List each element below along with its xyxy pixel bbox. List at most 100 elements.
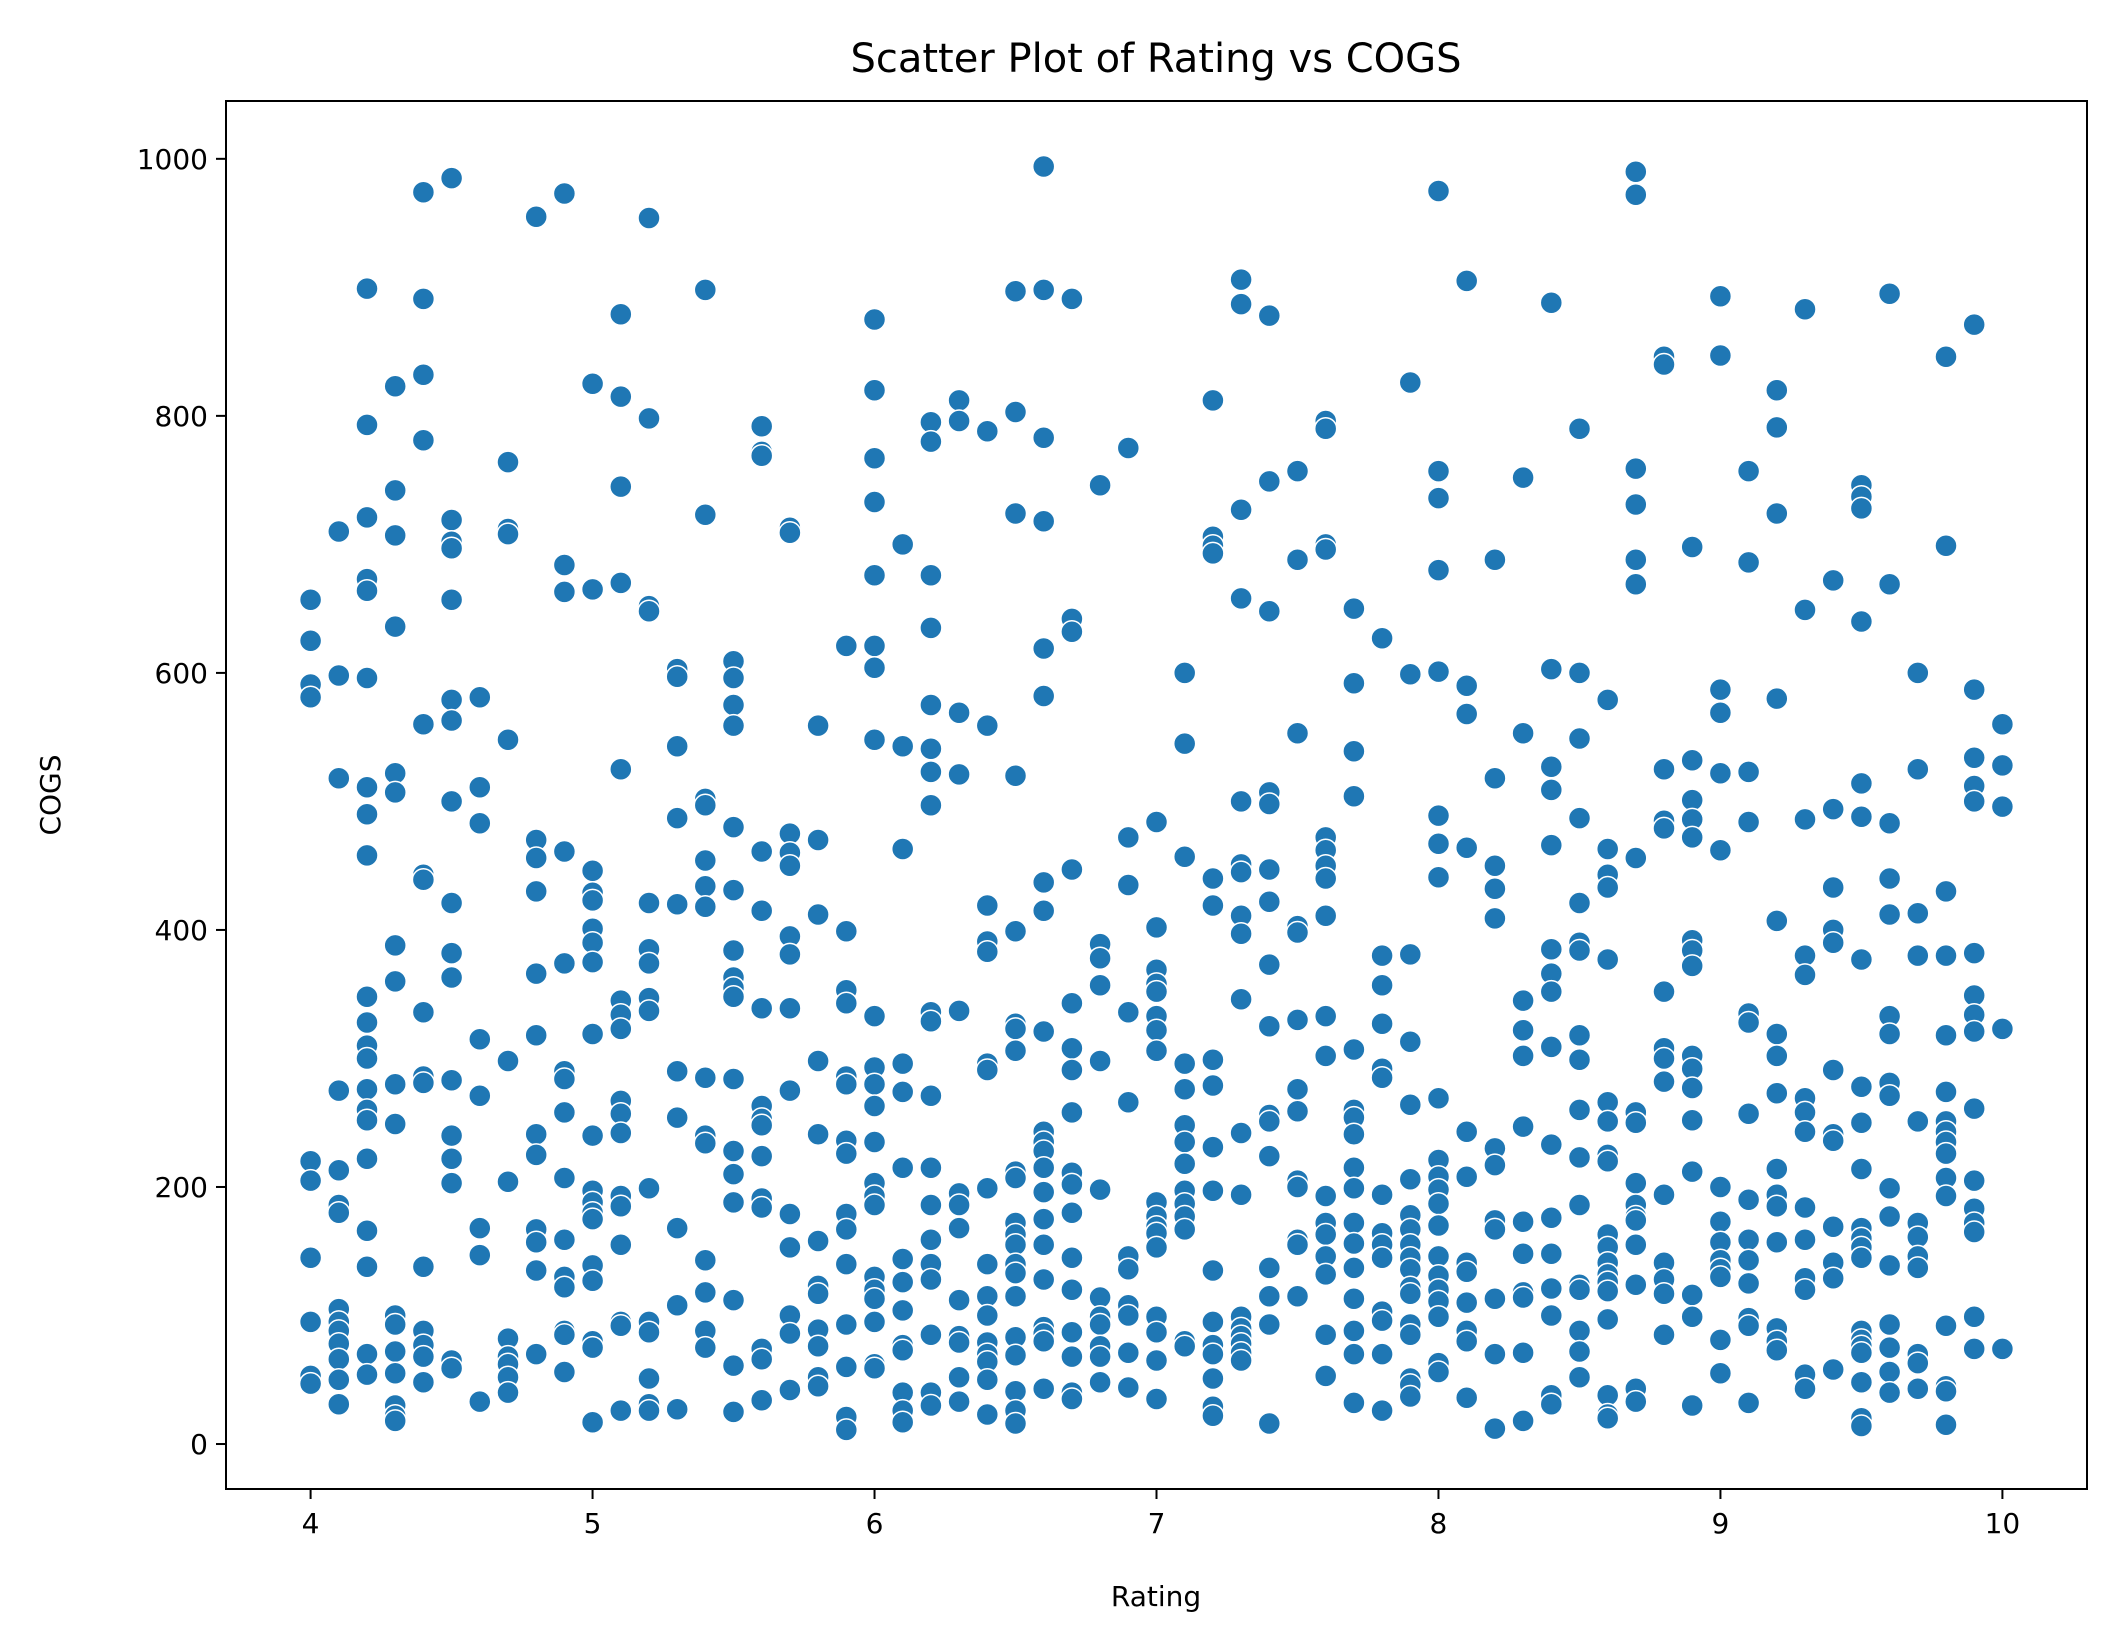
- data-point: [609, 571, 633, 595]
- data-point: [1652, 1323, 1676, 1347]
- data-point: [1342, 1176, 1366, 1201]
- data-point: [1201, 1342, 1225, 1366]
- data-point: [383, 1312, 407, 1337]
- data-point: [1595, 688, 1620, 712]
- data-point: [1793, 1195, 1817, 1220]
- data-point: [1511, 721, 1535, 746]
- data-point: [1736, 1391, 1761, 1415]
- data-point: [1708, 838, 1733, 863]
- data-point: [580, 1335, 605, 1360]
- data-point: [1229, 292, 1253, 316]
- data-point: [975, 1368, 1000, 1392]
- data-point: [1652, 1281, 1676, 1306]
- data-point: [1031, 278, 1056, 302]
- x-tick-label: 4: [302, 1507, 320, 1540]
- data-point: [1229, 922, 1253, 946]
- data-point: [1426, 1191, 1451, 1216]
- data-point: [693, 503, 718, 527]
- y-tick-label: 600: [155, 657, 208, 690]
- data-point: [1821, 931, 1845, 955]
- data-point: [327, 1200, 351, 1225]
- data-point: [1426, 1086, 1451, 1111]
- data-point: [862, 634, 887, 658]
- data-point: [298, 1168, 323, 1193]
- data-point: [355, 1218, 379, 1243]
- data-point: [1990, 753, 2015, 778]
- data-point: [1934, 345, 1958, 369]
- data-point: [1567, 1193, 1592, 1217]
- data-point: [1257, 469, 1282, 494]
- data-point: [778, 853, 802, 878]
- data-point: [1144, 915, 1169, 940]
- data-point: [1201, 541, 1225, 566]
- data-point: [1849, 805, 1874, 829]
- data-point: [411, 1344, 436, 1369]
- data-point: [721, 1190, 746, 1215]
- data-point: [1877, 1335, 1902, 1360]
- data-point: [1342, 1342, 1366, 1366]
- data-point: [298, 1245, 323, 1270]
- data-point: [439, 789, 464, 814]
- data-point: [580, 1410, 605, 1434]
- data-point: [1031, 1233, 1056, 1257]
- data-point: [637, 951, 661, 976]
- data-point: [1257, 303, 1282, 328]
- data-point: [1877, 1083, 1902, 1108]
- data-point: [1849, 771, 1874, 796]
- data-point: [298, 685, 323, 710]
- data-point: [1736, 1101, 1761, 1126]
- data-point: [1765, 378, 1789, 402]
- data-point: [1539, 657, 1564, 681]
- x-tick-label: 10: [1985, 1507, 2021, 1540]
- data-point: [1483, 853, 1507, 878]
- data-point: [1342, 739, 1366, 764]
- data-point: [1595, 1406, 1620, 1431]
- data-point: [778, 1078, 802, 1103]
- data-point: [749, 414, 774, 438]
- data-point: [1398, 1092, 1423, 1117]
- data-point: [1088, 1370, 1112, 1395]
- y-tick-label: 400: [155, 914, 208, 947]
- data-point: [1003, 763, 1028, 788]
- data-point: [1229, 497, 1253, 522]
- data-point: [862, 727, 887, 752]
- data-point: [1116, 1341, 1141, 1365]
- data-point: [468, 775, 492, 800]
- data-point: [1201, 893, 1225, 918]
- data-point: [1313, 1323, 1338, 1347]
- data-point: [1031, 870, 1056, 895]
- data-point: [1765, 1022, 1789, 1046]
- data-point: [806, 1122, 830, 1147]
- data-point: [552, 1360, 577, 1384]
- data-point: [1257, 889, 1282, 914]
- data-point: [1483, 906, 1507, 931]
- data-point: [383, 1409, 407, 1433]
- data-point: [919, 1323, 943, 1347]
- data-point: [383, 478, 407, 503]
- data-point: [749, 996, 774, 1021]
- data-point: [919, 429, 943, 454]
- data-point: [1736, 1248, 1761, 1272]
- data-point: [580, 1022, 605, 1046]
- data-point: [693, 278, 718, 302]
- data-point: [1680, 825, 1704, 850]
- data-point: [862, 1356, 887, 1380]
- data-point: [1370, 973, 1394, 997]
- data-point: [1624, 183, 1648, 207]
- data-point: [1144, 979, 1169, 1004]
- data-point: [1313, 866, 1338, 891]
- data-point: [1652, 979, 1676, 1004]
- data-point: [1624, 1233, 1648, 1257]
- data-point: [1652, 1069, 1676, 1094]
- data-point: [1934, 879, 1958, 904]
- data-point: [1736, 1010, 1761, 1035]
- data-point: [1765, 1338, 1789, 1362]
- data-point: [975, 1176, 1000, 1201]
- data-point: [1060, 1344, 1084, 1369]
- data-point: [1454, 1164, 1479, 1189]
- data-point: [947, 388, 971, 413]
- data-point: [1229, 1348, 1253, 1373]
- data-point: [1483, 1287, 1507, 1311]
- data-point: [1370, 1012, 1394, 1036]
- data-point: [552, 839, 577, 864]
